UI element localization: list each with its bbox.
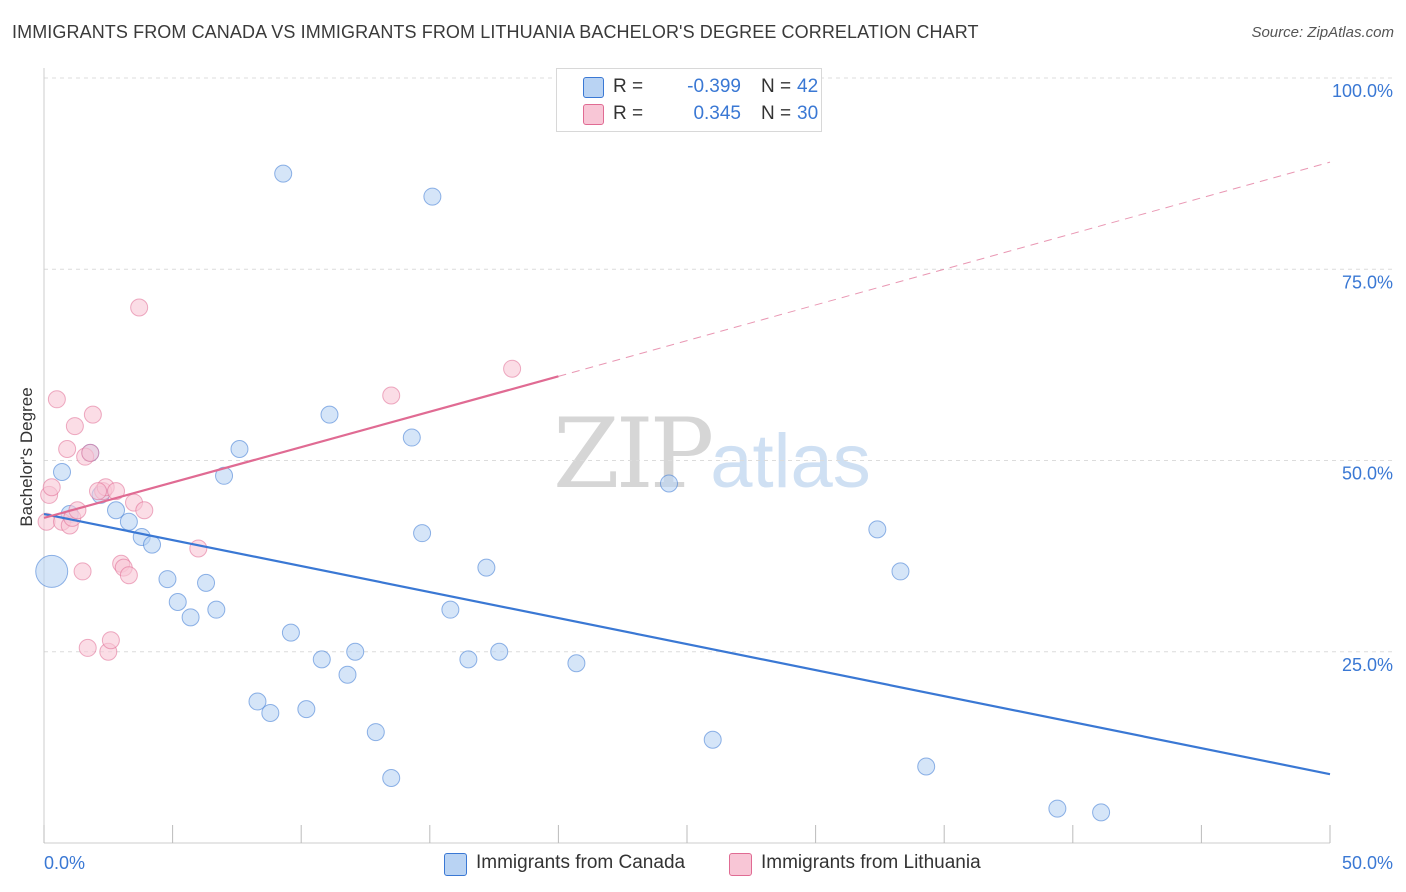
n-value: 30 — [797, 103, 819, 124]
lithuania-point — [65, 417, 84, 436]
n-label: N = — [761, 103, 792, 124]
lithuania-point — [135, 501, 154, 520]
lithuania-point — [130, 298, 149, 317]
canada-point — [168, 593, 187, 612]
canada-point — [158, 570, 177, 589]
r-label: R = — [613, 76, 644, 97]
lithuania-point — [89, 482, 108, 501]
canada-trendline — [43, 512, 1331, 776]
canada-point — [181, 608, 200, 627]
canada-point — [261, 703, 280, 722]
canada-point — [346, 642, 365, 661]
y-tick-label: 50.0% — [1342, 464, 1393, 484]
canada-point — [1092, 803, 1111, 822]
canada-point — [320, 405, 339, 424]
canada-point — [119, 512, 138, 531]
canada-point — [413, 524, 432, 543]
lithuania-point — [83, 405, 102, 424]
lithuania-point — [119, 566, 138, 585]
canada-point — [197, 573, 216, 592]
canada-point — [917, 757, 936, 776]
canada-point — [274, 164, 293, 183]
canada-point — [53, 462, 72, 481]
canada-point — [281, 623, 300, 642]
canada-point — [230, 440, 249, 459]
lithuania-trendline — [558, 161, 1331, 377]
canada-point — [1048, 799, 1067, 818]
canada-point — [338, 665, 357, 684]
canada-point — [402, 428, 421, 447]
canada-point — [248, 692, 267, 711]
canada-point — [459, 650, 478, 669]
lithuania-point — [47, 390, 66, 409]
canada-point — [35, 554, 69, 588]
lithuania-point — [42, 478, 61, 497]
y-axis-label: Bachelor's Degree — [17, 387, 36, 527]
lithuania-point — [382, 386, 401, 405]
y-tick-label: 75.0% — [1342, 272, 1393, 292]
canada-point — [567, 654, 586, 673]
watermark-atlas: atlas — [710, 419, 871, 504]
canada-point — [423, 187, 442, 206]
canada-point — [659, 474, 678, 493]
canada-point — [441, 600, 460, 619]
lithuania-legend-label: Immigrants from Lithuania — [761, 852, 981, 873]
chart-title: IMMIGRANTS FROM CANADA VS IMMIGRANTS FRO… — [12, 22, 979, 42]
y-tick-label: 100.0% — [1332, 81, 1393, 101]
canada-point — [490, 642, 509, 661]
r-label: R = — [613, 103, 644, 124]
canada-point — [297, 700, 316, 719]
r-value: 0.345 — [693, 103, 741, 124]
r-value: -0.399 — [687, 76, 741, 97]
lithuania-legend-swatch — [729, 853, 752, 876]
lithuania-point — [107, 482, 126, 501]
lithuania-point — [73, 562, 92, 581]
canada-point — [107, 501, 126, 520]
n-value: 42 — [797, 76, 819, 97]
stats-legend: R = -0.399 N = 42 R = 0.345 N = 30 — [556, 68, 822, 132]
lithuania-point — [101, 631, 120, 650]
canada-point — [477, 558, 496, 577]
source-credit: Source: ZipAtlas.com — [1251, 24, 1394, 41]
canada-point — [312, 650, 331, 669]
canada-point — [868, 520, 887, 539]
canada-point — [703, 730, 722, 749]
canada-point — [366, 723, 385, 742]
canada-point — [382, 768, 401, 787]
x-tick-label: 0.0% — [44, 853, 85, 873]
canada-legend-label: Immigrants from Canada — [476, 852, 686, 873]
canada-legend-swatch — [444, 853, 467, 876]
lithuania-point — [58, 440, 77, 459]
canada-point — [891, 562, 910, 581]
canada-point — [207, 600, 226, 619]
lithuania-point — [81, 443, 100, 462]
x-tick-label: 50.0% — [1342, 853, 1393, 873]
lithuania-point — [189, 539, 208, 558]
watermark-zip: ZIP — [553, 398, 714, 510]
lithuania-trendline — [43, 375, 559, 519]
n-label: N = — [761, 76, 792, 97]
watermark: ZIPatlas — [553, 398, 871, 510]
y-tick-label: 25.0% — [1342, 655, 1393, 675]
canada-swatch — [583, 77, 604, 98]
canada-point — [143, 535, 162, 554]
lithuania-point — [503, 359, 522, 378]
lithuania-swatch — [583, 104, 604, 125]
lithuania-point — [78, 638, 97, 657]
